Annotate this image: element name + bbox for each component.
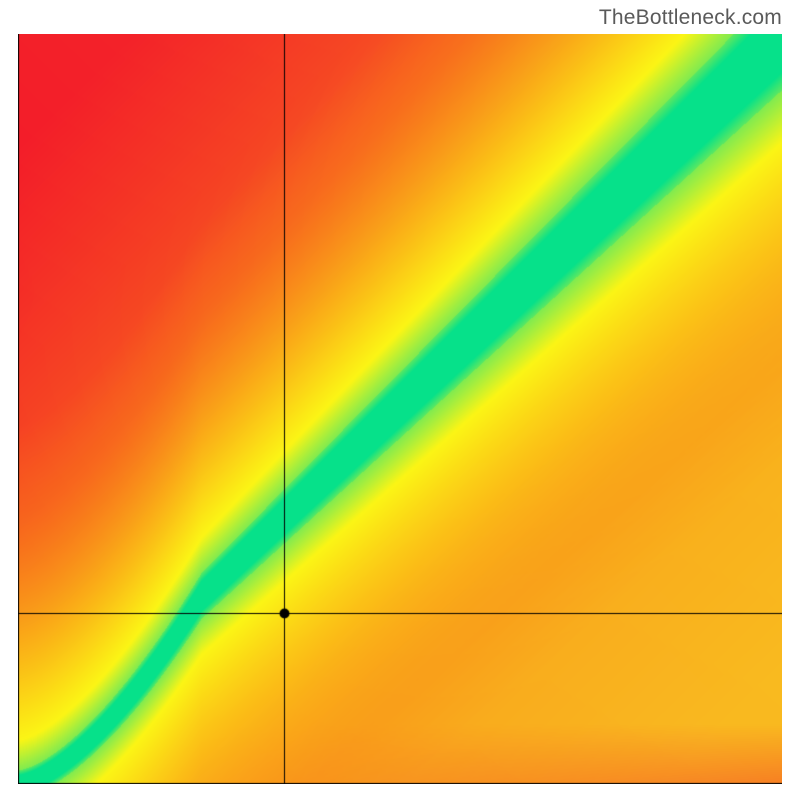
chart-container: TheBottleneck.com <box>0 0 800 800</box>
watermark-text: TheBottleneck.com <box>599 6 782 30</box>
overlay-canvas <box>18 34 782 784</box>
